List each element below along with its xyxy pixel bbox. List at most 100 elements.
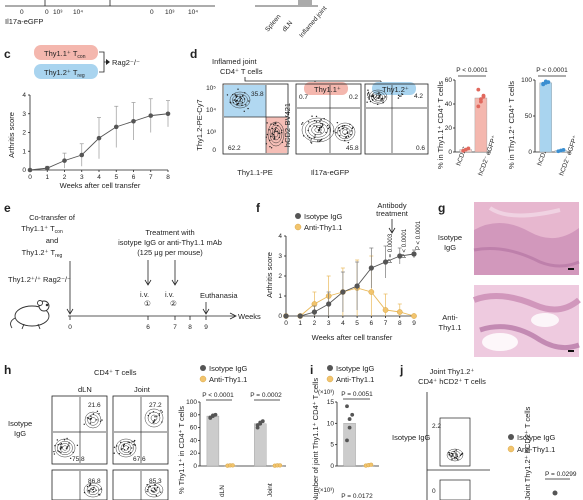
j-title-2: CD4⁺ hCD2⁺ T cells [418, 377, 486, 386]
event-dot [320, 132, 322, 134]
top-xlabel: Il17a-eGFP [5, 17, 43, 26]
d2-density-dots [301, 115, 356, 144]
h-title: CD4⁺ T cells [94, 368, 137, 377]
event-dot [59, 447, 62, 450]
event-dot [161, 411, 164, 413]
event-dot [232, 93, 234, 96]
event-dot [265, 136, 267, 138]
event-dot [160, 491, 162, 493]
bar-point [345, 438, 349, 443]
bar-point [466, 146, 471, 151]
event-dot [245, 104, 247, 106]
event-dot [129, 453, 131, 455]
event-dot [301, 123, 303, 125]
event-dot [306, 135, 309, 137]
h-col-joint: Joint [134, 385, 151, 394]
y-tick-label: 0 [528, 149, 532, 156]
bar-point [277, 463, 283, 468]
event-dot [281, 141, 284, 144]
panel-i-chart: Isotype IgG Anti-Thy1.1 (×10³) Number of… [311, 364, 379, 500]
data-point [148, 113, 154, 118]
event-dot [448, 453, 451, 456]
contour-ring [83, 482, 103, 498]
e-tick-0: 0 [68, 324, 72, 331]
top-cat-joint: Inflamed joint [298, 5, 328, 39]
event-dot [156, 486, 159, 489]
event-dot [315, 125, 318, 128]
d2-q-br: 45.8 [346, 145, 359, 152]
i-ylabel: Number of joint Thy1.1⁺ CD4⁺ T cells [311, 378, 320, 500]
data-point [411, 251, 417, 257]
tag-thy12-text: Thy1.2⁺ [382, 85, 409, 94]
tag-thy11 [304, 82, 348, 95]
event-dot [123, 449, 126, 451]
i-unit-2: (×10³) [318, 488, 334, 494]
event-dot [346, 128, 348, 130]
event-dot [375, 99, 377, 101]
event-dot [397, 97, 400, 99]
e-tick-8: 8 [188, 324, 192, 331]
event-dot [308, 137, 310, 139]
data-point [354, 283, 360, 289]
j-gate-2 [439, 479, 471, 500]
panel-h-bar-chart: Isotype IgG Anti-Thy1.1 % Thy1.1⁺ in CD4… [177, 364, 286, 497]
event-dot [339, 135, 341, 137]
panel-label-g: g [438, 201, 445, 215]
event-dot [337, 127, 340, 129]
y-tick-label: 100 [521, 77, 532, 84]
mouse-icon [10, 300, 50, 330]
e-mouse-label: Thy1.2⁺/⁺ Rag2⁻/⁻ [8, 275, 71, 284]
event-dot [302, 122, 304, 124]
y-tick-label: 40 [445, 101, 453, 108]
event-dot [58, 450, 60, 453]
g-label-isotype-2: IgG [444, 243, 456, 252]
e-c2: ② [170, 299, 177, 308]
bar-point [541, 81, 546, 86]
d-title-1: Inflamed joint [212, 57, 258, 66]
top-xtick-2: 10³ [53, 9, 63, 16]
event-dot [450, 452, 453, 455]
box-thy11-tcon [34, 45, 98, 60]
bar-point [347, 425, 352, 430]
bar [539, 82, 552, 153]
g-label-anti-2: Thy1.1 [439, 323, 462, 332]
e-treat2: isotype IgG or anti-Thy1.1 mAb [118, 238, 222, 247]
event-dot [153, 420, 155, 422]
bar-point [476, 87, 481, 92]
event-dot [378, 95, 381, 98]
h-density-dots [53, 408, 164, 498]
event-dot [272, 133, 275, 136]
event-dot [455, 449, 457, 451]
event-dot [72, 451, 74, 453]
event-dot [335, 132, 337, 134]
contour-ring [144, 482, 164, 498]
event-dot [352, 126, 354, 128]
event-dot [134, 444, 136, 446]
y-tick-label: 1 [278, 293, 282, 300]
event-dot [61, 446, 63, 448]
y-tick-label: 2 [22, 130, 26, 137]
contour-ring [373, 93, 383, 101]
event-dot [149, 412, 151, 415]
event-dot [150, 489, 153, 492]
contour-ring [115, 438, 137, 458]
bar-point [479, 99, 483, 104]
y-tick-label: 5 [330, 442, 334, 449]
event-dot [317, 140, 319, 142]
d-shared-xlabel: Il17a-eGFP [311, 168, 349, 177]
e-tick-9: 9 [204, 324, 208, 331]
e-iv1: i.v. [140, 290, 149, 299]
h-p1: P < 0.0001 [202, 392, 234, 399]
event-dot [60, 451, 62, 454]
tag-thy11-text: Thy1.1⁺ [314, 85, 341, 94]
event-dot [154, 419, 156, 421]
event-dot [456, 455, 459, 458]
event-dot [120, 441, 122, 444]
bar-point [347, 417, 352, 421]
h-bar-cat-joint: Joint [267, 483, 274, 497]
event-dot [113, 452, 115, 454]
d3-density-dots [366, 89, 404, 106]
contour-ring [314, 127, 322, 133]
y-tick-label: 1 [22, 148, 26, 155]
y-tick-label: 20 [445, 125, 453, 132]
